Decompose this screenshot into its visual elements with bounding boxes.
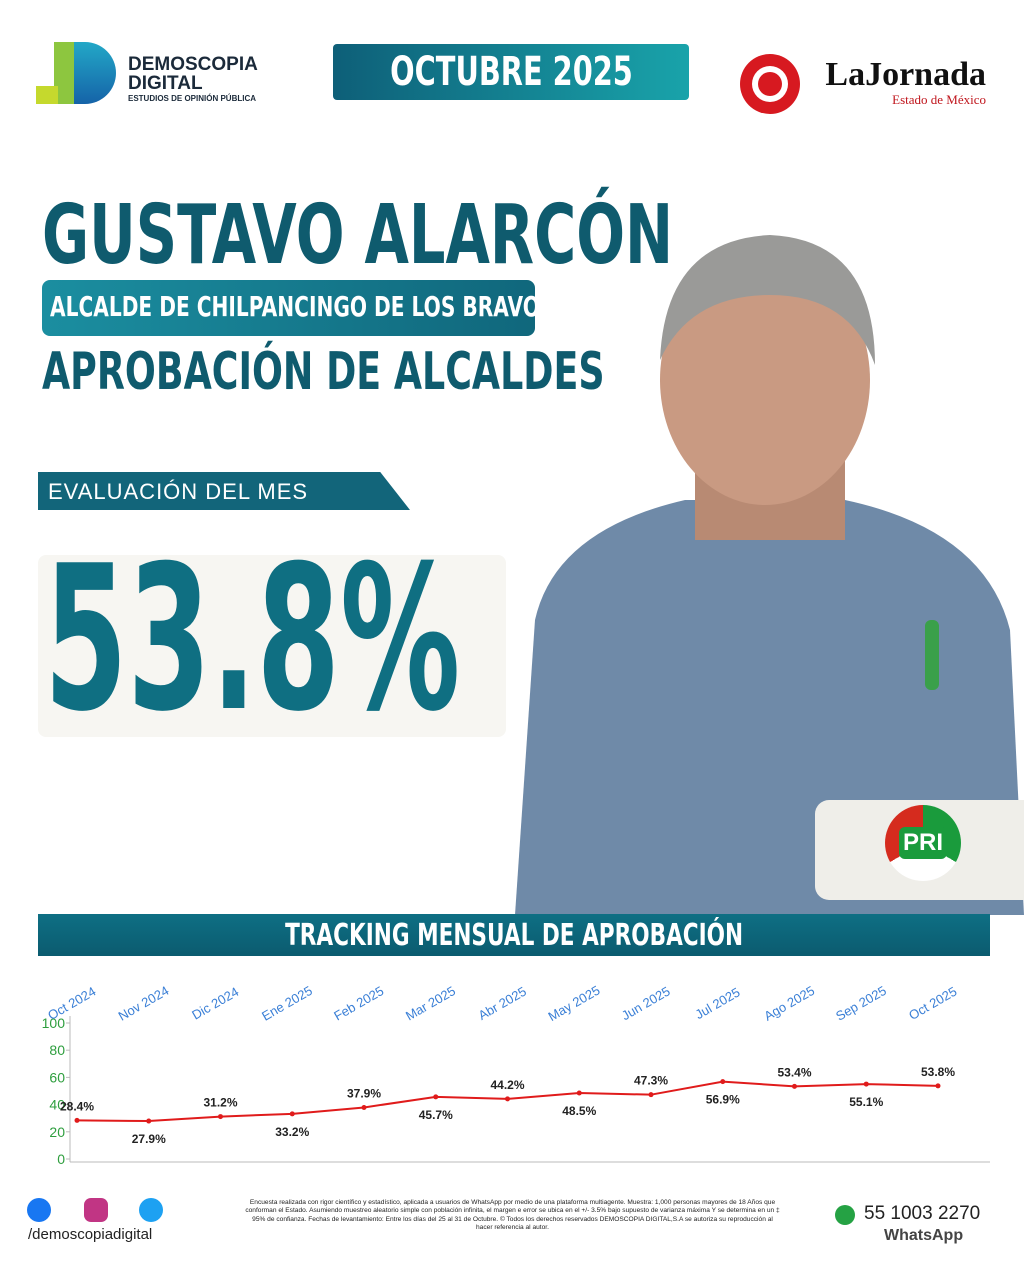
role-badge: ALCALDE DE CHILPANCINGO DE LOS BRAVO [42,280,540,336]
value-label: 53.4% [777,1065,811,1079]
point [792,1083,797,1089]
partner-subtitle: Estado de México [892,92,986,107]
value-label: 47.3% [634,1074,668,1088]
point [361,1104,367,1110]
evaluation-label: EVALUACIÓN DEL MES [48,479,309,504]
brand: DEMOSCOPIA DIGITAL ESTUDIOS DE OPINIÓN P… [128,55,258,103]
chart-title: TRACKING MENSUAL DE APROBACIÓN [284,917,744,953]
survey-title: APROBACIÓN DE ALCALDES [42,342,605,402]
evaluation-value: 53.8% [44,523,461,756]
y-tick-label: 0 [57,1151,65,1167]
y-tick-label: 40 [49,1097,65,1113]
value-label: 55.1% [849,1095,883,1109]
x-tick-label: Ene 2025 [259,983,315,1024]
value-label: 53.8% [921,1065,955,1079]
x-tick-label: May 2025 [546,983,603,1025]
social-handle: /demoscopiadigital [28,1226,153,1243]
chart-title-bar: TRACKING MENSUAL DE APROBACIÓN [38,914,990,956]
x-tick-label: Jun 2025 [619,983,673,1023]
y-tick-label: 80 [49,1042,65,1058]
partner: LaJornada Estado de México [806,58,986,108]
evaluation-box [38,555,506,737]
value-label: 31.2% [203,1096,237,1110]
party-name: PRI [898,827,947,859]
social-icons [27,1198,163,1222]
whatsapp-icon [835,1205,855,1225]
point [146,1118,152,1124]
point [505,1096,510,1102]
value-label: 37.9% [347,1086,381,1100]
point [863,1081,869,1087]
brand-logo [36,42,116,104]
x-tick-label: Mar 2025 [403,983,458,1023]
footnote: Encuesta realizada con rigor científico … [245,1199,780,1232]
point [218,1114,223,1120]
value-label: 44.2% [490,1078,524,1092]
y-tick-label: 100 [42,1015,66,1031]
person-name: GUSTAVO ALARCÓN [42,188,674,283]
point [720,1079,726,1085]
brand-subtitle: ESTUDIOS DE OPINIÓN PÚBLICA [128,94,257,103]
point [935,1083,941,1089]
date: OCTUBRE 2025 [389,49,633,95]
x-tick-label: Sep 2025 [833,983,889,1024]
x-tick-label: Abr 2025 [476,984,529,1023]
value-label: 48.5% [562,1104,596,1118]
value-label: 28.4% [60,1099,94,1113]
point [648,1092,654,1098]
partner-name: LaJornada [825,56,986,93]
value-label: 33.2% [275,1125,309,1139]
x-tick-label: Oct 2025 [906,984,959,1023]
y-tick-label: 60 [49,1069,65,1085]
x-tick-label: Feb 2025 [331,983,386,1023]
brand-name: DEMOSCOPIA [128,54,258,75]
brand-name-2: DIGITAL [128,73,203,94]
point [576,1090,582,1096]
date-badge: OCTUBRE 2025 [333,44,689,100]
phone-label: WhatsApp [884,1227,964,1244]
y-tick-label: 20 [49,1124,65,1140]
evaluation-band: EVALUACIÓN DEL MES [38,472,410,510]
point [74,1117,80,1123]
party-logo: PRI [885,805,961,881]
phone: 55 1003 2270 [864,1203,981,1224]
x-tick-label: Dic 2024 [189,984,241,1023]
point [289,1111,295,1117]
x-tick-label: Jul 2025 [692,985,742,1023]
x-tick-label: Nov 2024 [116,983,172,1024]
person-role: ALCALDE DE CHILPANCINGO DE LOS BRAVO [50,290,540,323]
partner-logo [740,54,800,114]
x-tick-label: Oct 2024 [45,984,98,1023]
x-tick-label: Ago 2025 [761,983,817,1024]
value-label: 45.7% [419,1108,453,1122]
value-label: 56.9% [706,1093,740,1107]
value-label: 27.9% [132,1132,166,1146]
point [433,1094,439,1100]
